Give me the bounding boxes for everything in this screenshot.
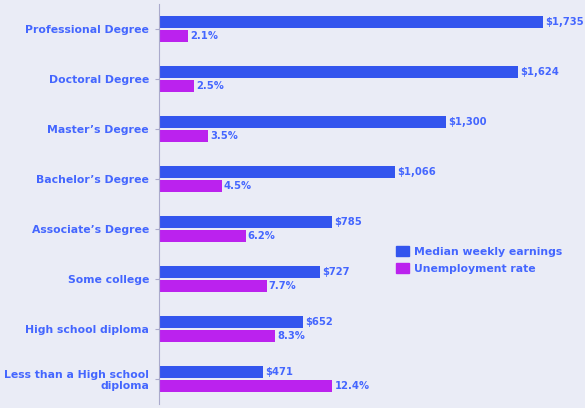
Text: 8.3%: 8.3% [277,331,305,341]
Bar [159,366,263,378]
Text: $471: $471 [265,367,293,377]
Text: 12.4%: 12.4% [335,381,370,391]
Text: $785: $785 [335,217,362,227]
Legend: Median weekly earnings, Unemployment rate: Median weekly earnings, Unemployment rat… [396,246,563,274]
Bar [159,180,222,192]
Bar [159,16,542,28]
Text: $1,300: $1,300 [449,117,487,127]
Bar [159,280,267,292]
Text: $1,624: $1,624 [520,67,559,77]
Bar [159,230,246,242]
Bar [159,80,194,92]
Text: 3.5%: 3.5% [210,131,238,141]
Bar [159,266,319,278]
Bar [159,130,208,142]
Text: $652: $652 [305,317,333,327]
Bar [159,330,275,342]
Bar [159,216,332,228]
Bar [159,116,446,128]
Bar [159,30,188,42]
Text: 4.5%: 4.5% [224,181,252,191]
Bar [159,380,332,392]
Text: 6.2%: 6.2% [248,231,276,241]
Bar [159,316,303,328]
Bar [159,166,394,178]
Bar [159,66,518,78]
Text: $1,735: $1,735 [545,17,583,27]
Text: 2.5%: 2.5% [196,81,224,91]
Text: $1,066: $1,066 [397,167,435,177]
Text: $727: $727 [322,267,349,277]
Text: 7.7%: 7.7% [269,281,297,291]
Text: 2.1%: 2.1% [190,31,218,41]
